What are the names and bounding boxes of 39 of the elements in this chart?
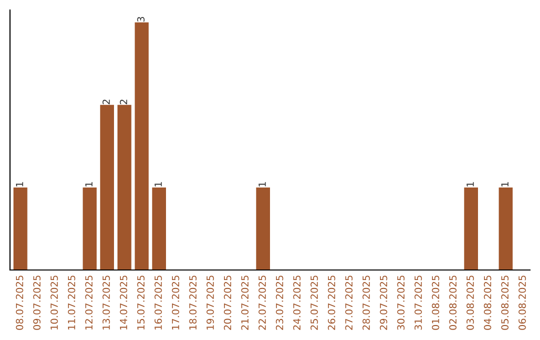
x-tick-label: 19.07.2025 — [206, 276, 214, 330]
x-tick-label: 02.08.2025 — [449, 276, 457, 330]
x-tick-label: 15.07.2025 — [137, 276, 145, 330]
x-tick-label: 08.07.2025 — [16, 276, 24, 330]
x-tick-label: 28.07.2025 — [362, 276, 370, 330]
x-tick-label: 22.07.2025 — [258, 276, 266, 330]
x-tick-label: 26.07.2025 — [328, 276, 336, 330]
x-tick-label: 23.07.2025 — [276, 276, 284, 330]
data-label: 2 — [102, 100, 110, 104]
data-label: 1 — [501, 182, 508, 186]
data-label: 2 — [120, 100, 128, 104]
x-tick-label: 30.07.2025 — [397, 276, 405, 330]
x-tick-label: 12.07.2025 — [85, 276, 93, 330]
x-tick-label: 10.07.2025 — [50, 276, 58, 330]
x-tick-label: 11.07.2025 — [68, 276, 76, 330]
x-tick-label: 21.07.2025 — [241, 276, 249, 330]
x-tick-label: 06.08.2025 — [518, 276, 526, 330]
x-tick-label: 20.07.2025 — [224, 276, 232, 330]
data-label: 3 — [137, 16, 145, 22]
data-label: 1 — [466, 182, 474, 186]
x-tick-label: 05.08.2025 — [501, 276, 509, 330]
x-tick-label: 09.07.2025 — [33, 276, 41, 330]
x-tick-label: 13.07.2025 — [102, 276, 110, 330]
x-tick-label: 04.08.2025 — [484, 276, 492, 330]
data-label: 1 — [16, 182, 24, 186]
x-tick-label: 01.08.2025 — [432, 276, 440, 330]
x-tick-label: 24.07.2025 — [293, 276, 301, 330]
data-label: 1 — [85, 182, 92, 186]
x-tick-label: 18.07.2025 — [189, 276, 197, 330]
x-tick-label: 14.07.2025 — [120, 276, 128, 330]
x-tick-label: 25.07.2025 — [310, 276, 318, 330]
x-tick-label: 29.07.2025 — [380, 276, 388, 330]
data-label: 1 — [258, 182, 266, 186]
x-tick-label: 16.07.2025 — [154, 276, 162, 330]
x-tick-label: 27.07.2025 — [345, 276, 353, 330]
x-tick-label: 31.07.2025 — [414, 276, 422, 330]
data-label: 1 — [154, 182, 162, 186]
x-tick-label: 03.08.2025 — [466, 276, 474, 330]
x-tick-label: 17.07.2025 — [172, 276, 180, 330]
